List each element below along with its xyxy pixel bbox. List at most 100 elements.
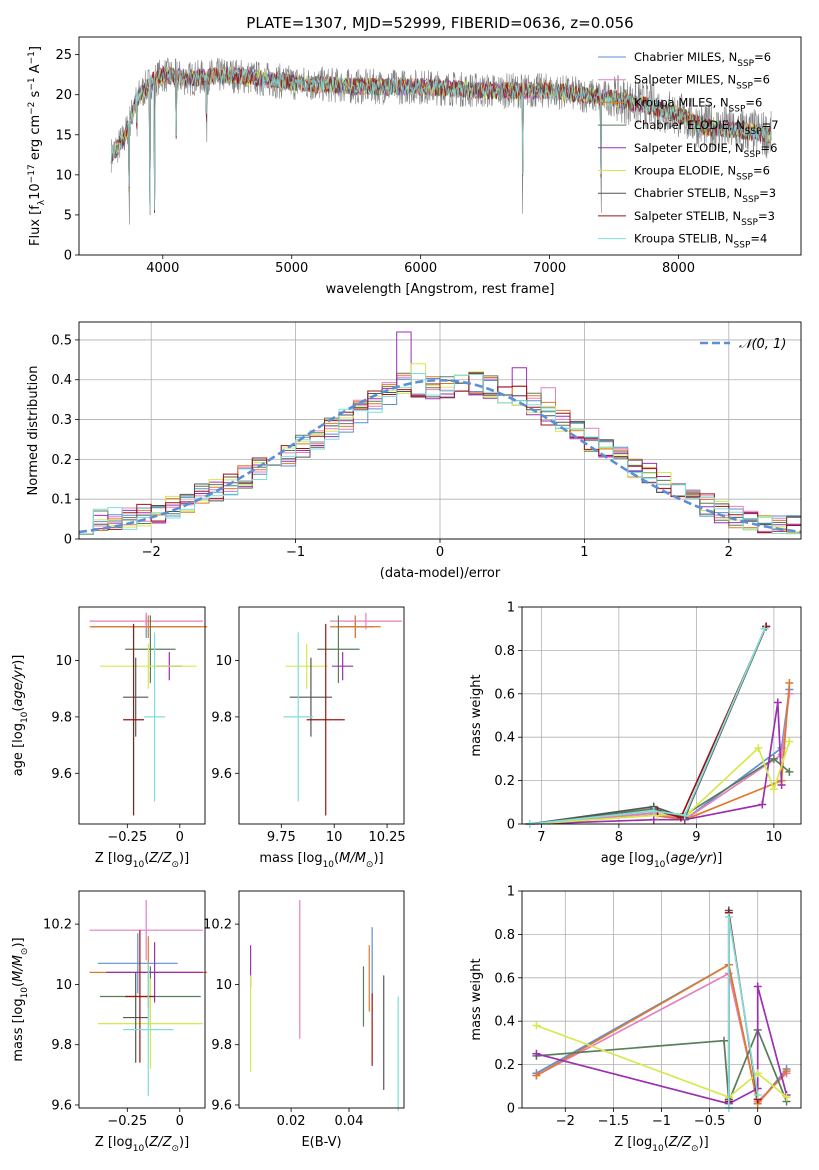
x-tick-label: 0 xyxy=(754,1114,762,1129)
y-tick-label: 25 xyxy=(55,48,72,63)
y-tick-label: 0.2 xyxy=(494,1058,515,1073)
y-tick-label: 9.8 xyxy=(211,710,232,725)
x-axis-label-part: 10 xyxy=(133,1144,145,1154)
mass-weight-point xyxy=(773,698,782,707)
y-tick-label: 0.1 xyxy=(51,493,72,508)
y-axis-label-part: 10 xyxy=(20,987,30,999)
y-tick-label: 10.2 xyxy=(203,918,232,933)
y-tick-label: 9.8 xyxy=(51,1038,72,1053)
mass-weight-point xyxy=(785,767,794,776)
x-tick-label: 1 xyxy=(580,545,588,560)
legend-entry: Salpeter STELIB, NSSP=3 xyxy=(634,209,775,228)
x-tick-label: 7 xyxy=(537,830,545,845)
y-axis-label-part: ] xyxy=(28,46,43,51)
mass-weight-line xyxy=(529,628,766,825)
x-axis-label-part: Z/Z xyxy=(148,1135,172,1150)
y-tick-label: 0.5 xyxy=(51,333,72,348)
mass-weight-point xyxy=(753,982,762,991)
x-tick-label: −0.25 xyxy=(107,830,147,845)
legend-entry: Kroupa STELIB, NSSP=4 xyxy=(634,232,767,251)
x-tick-label: 0 xyxy=(436,545,444,560)
mass-weight-line xyxy=(529,693,791,825)
x-axis-label-part: Z [log xyxy=(95,1135,133,1150)
y-tick-label: 1 xyxy=(507,885,515,900)
legend-entry-text: Chabrier MILES, N xyxy=(634,50,737,64)
y-tick-label: 9.6 xyxy=(51,1098,72,1113)
axes-frame xyxy=(78,36,802,256)
legend-entry-count: =6 xyxy=(754,50,771,64)
y-axis-label-part: s xyxy=(28,90,43,101)
mass-weight-point xyxy=(782,1093,791,1102)
y-tick-label: 0 xyxy=(507,818,515,833)
y-tick-label: 0.6 xyxy=(494,687,515,702)
axes-frame xyxy=(238,890,405,1109)
y-tick-label: 0.2 xyxy=(51,453,72,468)
y-tick-label: 5 xyxy=(64,208,72,223)
y-axis-label: Flux [fλ10−17 erg cm−2 s−1 A−1] xyxy=(27,46,47,246)
x-axis-label-part: wavelength [Angstrom, rest frame] xyxy=(326,282,555,297)
y-axis-label-part: −1 xyxy=(27,77,37,90)
x-tick-label: 8 xyxy=(615,830,623,845)
legend-entry-subscript: SSP xyxy=(745,127,762,137)
x-axis-label-part: ( xyxy=(334,851,339,866)
mass-weight-line xyxy=(529,741,791,825)
x-tick-label: −2 xyxy=(142,545,161,560)
mass-weight-line xyxy=(529,682,791,825)
y-tick-label: 0.4 xyxy=(494,1015,515,1030)
mass-weight-point xyxy=(769,785,778,794)
legend-entry-subscript: SSP xyxy=(736,82,753,92)
legend-entry-count: =6 xyxy=(761,141,778,155)
y-axis-label-part: Flux [f xyxy=(28,205,43,246)
spectrum-panel: 4000 5000 6000 7000 8000 0 5 10 15 20 25 Chabrier M… xyxy=(27,36,802,297)
y-tick-label: 9.8 xyxy=(211,1038,232,1053)
y-axis-label-part: mass [log xyxy=(11,998,26,1061)
y-axis-label-part: ⊙ xyxy=(20,948,30,956)
legend-entry-text: Salpeter STELIB, N xyxy=(634,209,741,223)
x-axis-label-part: ( xyxy=(664,1135,669,1150)
x-axis-label: Z [log10(Z/Z⊙)] xyxy=(95,1135,189,1154)
x-axis-label-part: E(B-V) xyxy=(301,1135,341,1150)
y-tick-label: 0 xyxy=(64,249,72,264)
legend-entry-subscript: SSP xyxy=(741,218,758,228)
legend-entry: Salpeter MILES, NSSP=6 xyxy=(634,73,770,92)
mass-weight-point xyxy=(532,1049,541,1058)
y-axis-label-part: ( xyxy=(11,982,26,987)
x-tick-label: 6000 xyxy=(404,261,437,276)
legend-entry-count: =3 xyxy=(758,209,775,223)
mass-weight-point xyxy=(777,780,786,789)
x-axis-label-part: Z [log xyxy=(614,1135,652,1150)
x-tick-label: 0 xyxy=(176,830,184,845)
mass-weight-point xyxy=(753,1090,762,1099)
x-axis-label-part: )] xyxy=(373,851,383,866)
y-tick-label: 9.8 xyxy=(51,710,72,725)
y-tick-label: 10 xyxy=(215,654,232,669)
legend-entry-subscript: SSP xyxy=(734,241,751,251)
axes-frame xyxy=(238,606,405,825)
legend-entry-count: =6 xyxy=(753,73,770,87)
mass-weight-point xyxy=(782,1067,791,1076)
y-tick-label: 10 xyxy=(215,978,232,993)
mass-weight-point xyxy=(680,811,689,820)
legend-entry: 𝒩(0, 1) xyxy=(739,337,786,352)
y-tick-label: 20 xyxy=(55,88,72,103)
x-axis-label: Z [log10(Z/Z⊙)] xyxy=(95,851,189,870)
mass-vs-extinction-panel: 0.02 0.04 9.6 9.8 10 10.2 E(B-V) xyxy=(203,890,405,1150)
y-tick-label: 0 xyxy=(64,533,72,548)
x-tick-label: 2 xyxy=(725,545,733,560)
x-tick-label: −1 xyxy=(286,545,305,560)
y-tick-label: 9.6 xyxy=(211,767,232,782)
y-axis-label-part: mass weight xyxy=(469,674,484,756)
y-tick-label: 0.4 xyxy=(51,373,72,388)
x-tick-label: −2 xyxy=(556,1114,575,1129)
x-tick-label: 8000 xyxy=(662,261,695,276)
axes-frame xyxy=(78,606,206,825)
x-axis-label-part: ⊙ xyxy=(171,1144,179,1154)
y-axis-label-part: erg cm xyxy=(28,115,43,164)
y-tick-label: 10 xyxy=(55,978,72,993)
x-axis-label-part: 10 xyxy=(652,1144,664,1154)
mass-weight-line xyxy=(536,1024,788,1099)
mass-weight-line xyxy=(535,963,788,1106)
y-axis-label-part: −17 xyxy=(27,164,37,183)
